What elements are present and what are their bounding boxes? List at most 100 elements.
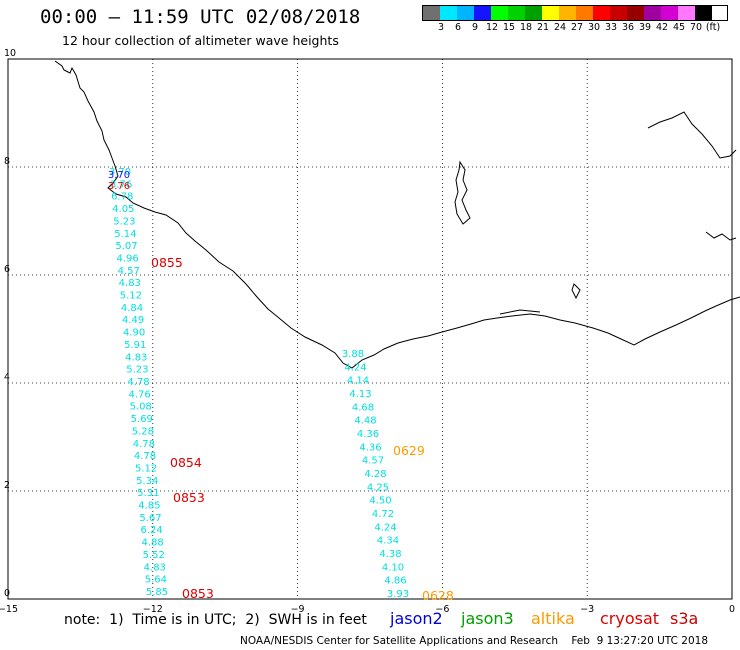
color-swatch	[678, 6, 695, 20]
swh-value-label: 4.14	[347, 376, 369, 387]
lon-tick-label: 0	[729, 604, 735, 615]
lat-tick-label: 0	[4, 588, 10, 599]
swh-value-label: 4.57	[118, 266, 140, 277]
color-scale-label: 15	[502, 22, 516, 33]
pass-time-label: 0628	[422, 588, 454, 603]
swh-value-label: 4.96	[116, 254, 138, 265]
swh-value-label: 5.14	[114, 229, 136, 240]
color-swatch	[610, 6, 627, 20]
swh-value-label: 3.93	[387, 589, 409, 600]
lat-tick-label: 2	[4, 480, 10, 491]
lon-tick-label: −15	[0, 604, 18, 615]
lat-lon-grid: −15 −12 −9 −6 −3 0 0 2 4 6 8 10	[0, 48, 735, 615]
pass-time-label: 0629	[393, 443, 425, 458]
legend-s3a: s3a	[670, 609, 699, 628]
swh-value-label: 5.91	[124, 340, 146, 351]
swh-value-label: 4.90	[123, 328, 145, 339]
swh-value-label: 4.50	[369, 496, 391, 507]
legend-altika: altika	[531, 609, 575, 628]
pass-time-label: 0855	[151, 255, 183, 270]
color-scale-label: 24	[553, 22, 567, 33]
coastline-main	[54, 60, 740, 369]
swh-value-label: 4.83	[125, 352, 147, 363]
color-scale-label: 18	[519, 22, 533, 33]
color-scale-label: 9	[471, 22, 479, 33]
footer-note: note: 1) Time is in UTC; 2) SWH is in fe…	[64, 612, 367, 628]
plot-frame	[7, 58, 733, 600]
swh-value-label: 5.23	[113, 216, 135, 227]
swh-value-label: 5.64	[145, 575, 167, 586]
color-swatch	[695, 6, 712, 20]
color-swatch	[593, 6, 610, 20]
lat-tick-label: 6	[4, 264, 10, 275]
swh-value-label: 4.28	[364, 469, 386, 480]
color-scale-label: 42	[655, 22, 669, 33]
swh-value-label: 4.68	[352, 402, 374, 413]
swh-value-label: 5.12	[135, 464, 157, 475]
footer-credit: NOAA/NESDIS Center for Satellite Applica…	[240, 635, 708, 647]
coastline-inland-4	[571, 283, 581, 300]
lon-tick-label: −3	[580, 604, 594, 615]
swh-value-label: 3.70	[108, 170, 130, 181]
color-scale-label: 27	[570, 22, 584, 33]
color-scale-label: 36	[621, 22, 635, 33]
swh-value-label: 5.85	[146, 587, 168, 598]
swh-value-label: 4.49	[122, 315, 144, 326]
swh-value-label: 6.78	[111, 192, 133, 203]
color-scale-label: 33	[604, 22, 618, 33]
legend-jason3: jason3	[461, 609, 514, 628]
lat-tick-label: 4	[4, 372, 10, 383]
swh-value-label: 4.76	[128, 389, 150, 400]
swh-value-label: 4.86	[384, 576, 406, 587]
coastline	[54, 60, 740, 369]
swh-value-label: 3.76	[108, 181, 130, 192]
swh-value-label: 4.83	[119, 278, 141, 289]
color-scale-label: 21	[536, 22, 550, 33]
color-scale-label: 12	[485, 22, 499, 33]
color-swatch	[661, 6, 678, 20]
swh-value-label: 4.48	[354, 416, 376, 427]
swh-value-label: 3.70	[109, 167, 131, 178]
lon-tick-label: −6	[435, 604, 449, 615]
color-scale-legend: 3 6 9 12 15 18 21 24 27 30 33 36 39 42 45 70 (ft)	[422, 5, 728, 33]
swh-value-label: 4.34	[377, 536, 399, 547]
coastline-inland-1	[454, 160, 471, 225]
color-swatch	[491, 6, 508, 20]
pass-time-label: 0854	[170, 455, 202, 470]
swh-value-label: 5.23	[126, 365, 148, 376]
swh-value-label: 5.28	[132, 426, 154, 437]
pass-time-label: 0853	[182, 586, 214, 601]
swh-value-label: 5.12	[120, 291, 142, 302]
swh-value-label: 4.24	[344, 362, 366, 373]
coastline-inland-2	[647, 111, 737, 159]
color-swatch	[474, 6, 491, 20]
swh-value-label: 4.36	[357, 429, 379, 440]
swh-value-label: 5.07	[115, 241, 137, 252]
legend-cryosat: cryosat	[600, 609, 660, 628]
map-subtitle: 12 hour collection of altimeter wave hei…	[62, 33, 339, 48]
swh-value-label: 4.10	[382, 562, 404, 573]
swh-value-label: 4.57	[362, 456, 384, 467]
color-scale-swatches	[422, 5, 728, 21]
color-swatch	[525, 6, 542, 20]
lon-tick-label: −12	[143, 604, 163, 615]
lat-tick-label: 8	[4, 156, 10, 167]
color-swatch	[627, 6, 644, 20]
swh-value-label: 5.52	[143, 550, 165, 561]
swh-value-label: 4.85	[138, 501, 160, 512]
coastline-inland-5	[499, 309, 541, 315]
swh-value-label: 4.78	[127, 377, 149, 388]
lat-tick-label: 10	[4, 48, 16, 59]
swh-value-label: 3.88	[342, 349, 364, 360]
legend-jason2: jason2	[390, 609, 443, 628]
coastline-inland-3	[705, 231, 737, 241]
color-swatch	[559, 6, 576, 20]
color-scale-label: 39	[638, 22, 652, 33]
swh-value-label: 4.25	[367, 482, 389, 493]
swh-value-label: 4.24	[374, 522, 396, 533]
color-scale-label: 45	[672, 22, 686, 33]
color-scale-label: 70	[689, 22, 703, 33]
swh-value-label: 4.88	[141, 538, 163, 549]
swh-value-label: 4.78	[134, 451, 156, 462]
color-scale-label: 6	[454, 22, 462, 33]
